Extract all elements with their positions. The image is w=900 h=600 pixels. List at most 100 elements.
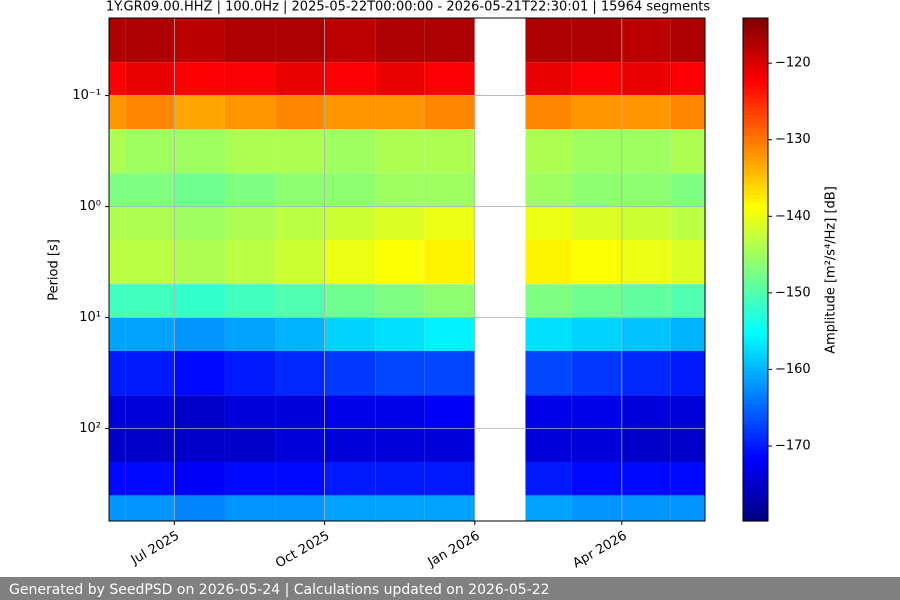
cell <box>424 395 475 429</box>
colorbar-swatch <box>743 135 768 141</box>
colorbar-swatch <box>743 210 768 216</box>
colorbar-swatch <box>743 244 768 250</box>
colorbar-swatch <box>743 282 768 287</box>
cell <box>424 206 475 241</box>
cell <box>621 462 671 496</box>
colorbar-swatch <box>743 181 768 187</box>
colorbar-swatch <box>743 382 768 388</box>
colorbar-tick-label: −120 <box>775 56 811 71</box>
cell <box>125 129 175 174</box>
colorbar-swatch <box>743 474 768 480</box>
cell <box>125 495 175 521</box>
colorbar-swatch <box>743 344 768 350</box>
colorbar-swatch <box>743 72 768 78</box>
colorbar-swatch <box>743 483 768 489</box>
colorbar-tick-label: −150 <box>775 285 811 300</box>
cell <box>174 95 225 130</box>
footer-bar <box>0 577 900 600</box>
cell <box>109 62 126 96</box>
cell <box>571 129 622 174</box>
colorbar-swatch <box>743 240 768 245</box>
cell <box>424 428 475 463</box>
cell <box>275 240 325 285</box>
colorbar-swatch <box>743 30 768 36</box>
cell <box>571 284 622 318</box>
colorbar-swatch <box>743 349 768 354</box>
colorbar-swatch <box>743 437 768 442</box>
cell <box>324 428 376 463</box>
cell <box>621 495 671 521</box>
cell <box>571 95 622 130</box>
cell <box>125 351 175 396</box>
cell <box>275 351 325 396</box>
colorbar-swatch <box>743 441 768 447</box>
cell <box>324 317 376 352</box>
colorbar-swatch <box>743 303 768 308</box>
cell <box>670 18 705 63</box>
colorbar-swatch <box>743 177 768 183</box>
colorbar-swatch <box>743 403 768 409</box>
colorbar-swatch <box>743 122 768 128</box>
colorbar-swatch <box>743 307 768 313</box>
colorbar-swatch <box>743 336 768 342</box>
colorbar-swatch <box>743 319 768 325</box>
cell <box>324 240 376 285</box>
colorbar-swatch <box>743 43 768 48</box>
cell <box>375 240 425 285</box>
cell <box>670 173 705 207</box>
cell <box>109 395 126 429</box>
cell <box>525 206 572 241</box>
cell <box>125 206 175 241</box>
cell <box>109 18 126 63</box>
colorbar-swatch <box>743 126 768 132</box>
cell <box>275 18 325 63</box>
cell <box>125 284 175 318</box>
x-tick-label: Jan 2026 <box>425 529 483 571</box>
cell <box>275 173 325 207</box>
cell <box>275 317 325 352</box>
cell <box>375 18 425 63</box>
cell <box>109 95 126 130</box>
cell <box>525 495 572 521</box>
cell <box>375 173 425 207</box>
cell <box>571 18 622 63</box>
cell <box>324 351 376 396</box>
cell <box>174 240 225 285</box>
colorbar-swatch <box>743 235 768 241</box>
cell <box>571 395 622 429</box>
cell <box>670 240 705 285</box>
colorbar-swatch <box>743 118 768 124</box>
colorbar-swatch <box>743 114 768 120</box>
cell <box>571 240 622 285</box>
cell <box>525 462 572 496</box>
colorbar-tick-label: −170 <box>775 438 811 453</box>
colorbar-frame <box>742 17 769 522</box>
colorbar-swatch <box>743 106 768 111</box>
y-tick-label: 10⁻¹ <box>72 88 101 103</box>
cell <box>424 284 475 318</box>
cell <box>424 129 475 174</box>
colorbar-swatch <box>743 252 768 258</box>
colorbar-swatch <box>743 265 768 271</box>
colorbar-swatch <box>743 353 768 359</box>
colorbar-swatch <box>743 298 768 304</box>
cell <box>224 18 276 63</box>
cell <box>670 62 705 96</box>
cell <box>424 18 475 63</box>
cell <box>224 240 276 285</box>
cell <box>174 428 225 463</box>
colorbar-swatch <box>743 449 768 455</box>
colorbar-swatch <box>743 269 768 275</box>
cell <box>174 206 225 241</box>
cell <box>525 395 572 429</box>
cell <box>621 95 671 130</box>
cell <box>375 351 425 396</box>
colorbar-swatch <box>743 453 768 459</box>
cell <box>621 240 671 285</box>
colorbar-swatch <box>743 286 768 292</box>
cell <box>174 495 225 521</box>
colorbar-swatch <box>743 290 768 296</box>
cell <box>109 284 126 318</box>
cell <box>125 317 175 352</box>
